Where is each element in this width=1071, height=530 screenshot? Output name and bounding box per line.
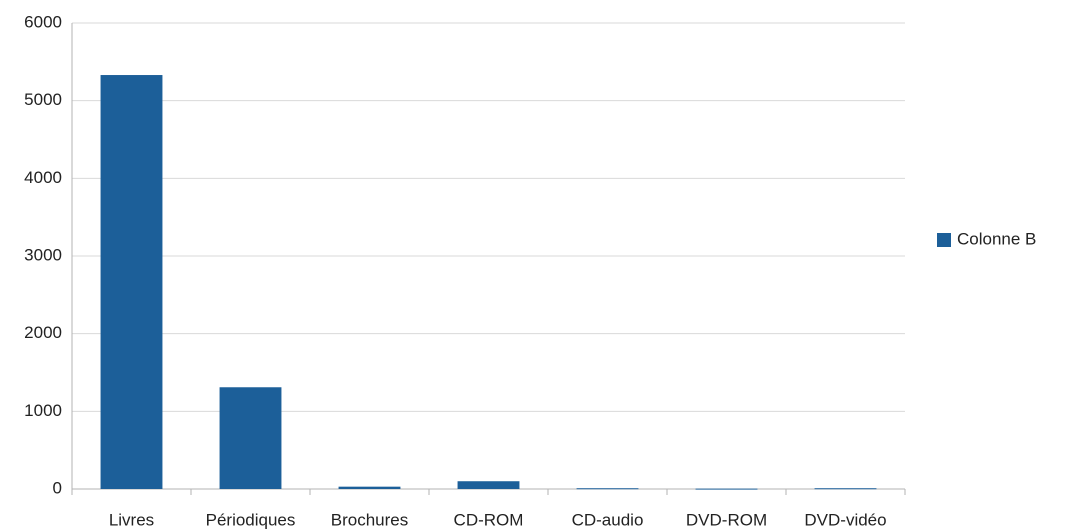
x-tick-label: DVD-vidéo xyxy=(804,510,886,529)
y-tick-label: 6000 xyxy=(24,12,62,31)
legend-swatch xyxy=(937,233,951,247)
bar xyxy=(338,486,401,489)
x-tick-label: CD-audio xyxy=(572,510,644,529)
y-tick-label: 3000 xyxy=(24,245,62,264)
y-tick-label: 1000 xyxy=(24,401,62,420)
bar xyxy=(814,488,877,490)
bar xyxy=(695,488,758,490)
y-tick-label: 2000 xyxy=(24,323,62,342)
bar xyxy=(100,75,163,489)
y-tick-label: 0 xyxy=(53,478,62,497)
x-tick-label: Livres xyxy=(109,510,154,529)
x-tick-label: DVD-ROM xyxy=(686,510,767,529)
x-tick-label: Brochures xyxy=(331,510,408,529)
bar xyxy=(219,387,282,489)
legend-label: Colonne B xyxy=(957,229,1036,248)
bar xyxy=(576,488,639,490)
y-tick-label: 4000 xyxy=(24,168,62,187)
y-tick-label: 5000 xyxy=(24,90,62,109)
bar xyxy=(457,481,520,489)
x-tick-label: CD-ROM xyxy=(454,510,524,529)
x-tick-label: Périodiques xyxy=(206,510,296,529)
